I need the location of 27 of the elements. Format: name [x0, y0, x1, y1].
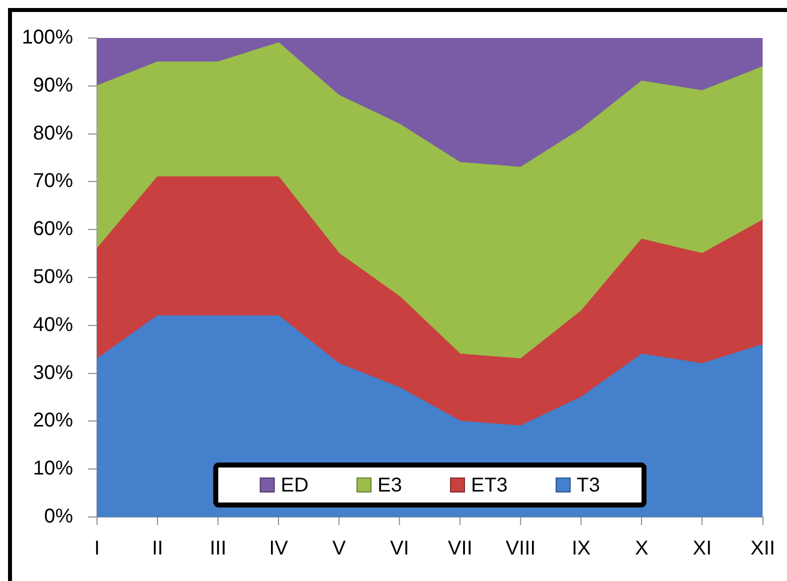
x-tick-label: VIII — [506, 538, 536, 560]
y-tick-label: 30% — [32, 362, 74, 384]
y-tick-label: 90% — [32, 74, 74, 96]
x-tick-label: III — [210, 538, 226, 560]
x-tick-label: VII — [448, 538, 472, 560]
legend-label: E3 — [378, 474, 402, 497]
y-tick-label: 80% — [32, 122, 74, 144]
y-tick-label: 70% — [32, 170, 74, 192]
x-tick-label: X — [635, 538, 648, 560]
legend-label: T3 — [576, 474, 600, 497]
x-tick-label: XII — [750, 538, 775, 560]
x-tick-label: XI — [692, 538, 712, 560]
legend-label: ET3 — [471, 474, 508, 497]
x-tick-label: VI — [390, 538, 410, 560]
y-tick-label: 60% — [32, 218, 74, 240]
x-tick-label: V — [332, 538, 346, 560]
x-tick-label: IV — [269, 538, 289, 560]
y-tick-label: 0% — [44, 506, 74, 528]
x-tick-label: I — [94, 538, 100, 560]
y-tick-label: 40% — [32, 314, 74, 336]
legend-label: ED — [280, 474, 309, 497]
y-tick-label: 10% — [32, 458, 74, 480]
y-tick-label: 50% — [32, 266, 74, 288]
x-tick-label: IX — [572, 538, 591, 560]
y-tick-label: 20% — [32, 410, 74, 432]
x-tick-label: II — [152, 538, 164, 560]
y-tick-label: 100% — [22, 26, 74, 49]
